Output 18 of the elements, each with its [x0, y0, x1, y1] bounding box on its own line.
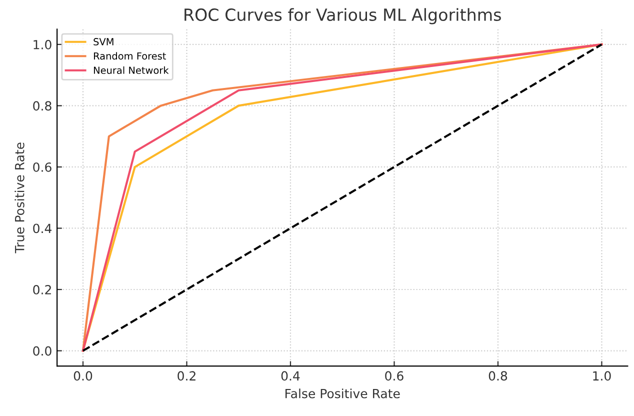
legend-label: Random Forest: [94, 52, 166, 60]
x-tick-label: 0.8: [488, 371, 508, 381]
legend-label: Neural Network: [94, 66, 169, 74]
y-tick-label: 0.0: [33, 346, 52, 356]
y-tick-label: 0.4: [33, 224, 52, 234]
x-tick-label: 1.0: [593, 371, 611, 381]
y-tick-label: 1.0: [34, 40, 52, 50]
x-tick-label: 0.6: [385, 371, 404, 381]
y-tick-label: 0.2: [33, 284, 51, 294]
x-tick-label: 0.2: [178, 371, 196, 381]
legend-label: SVM: [94, 38, 114, 46]
y-tick-label: 0.6: [33, 162, 52, 172]
y-tick-label: 0.8: [33, 101, 52, 111]
x-tick-label: 0.4: [281, 371, 300, 381]
x-axis-title: False Positive Rate: [286, 388, 400, 398]
chart-title: ROC Curves for Various ML Algorithms: [184, 8, 501, 24]
x-tick-label: 0.0: [74, 371, 92, 381]
y-axis-title: True Positive Rate: [14, 142, 24, 254]
